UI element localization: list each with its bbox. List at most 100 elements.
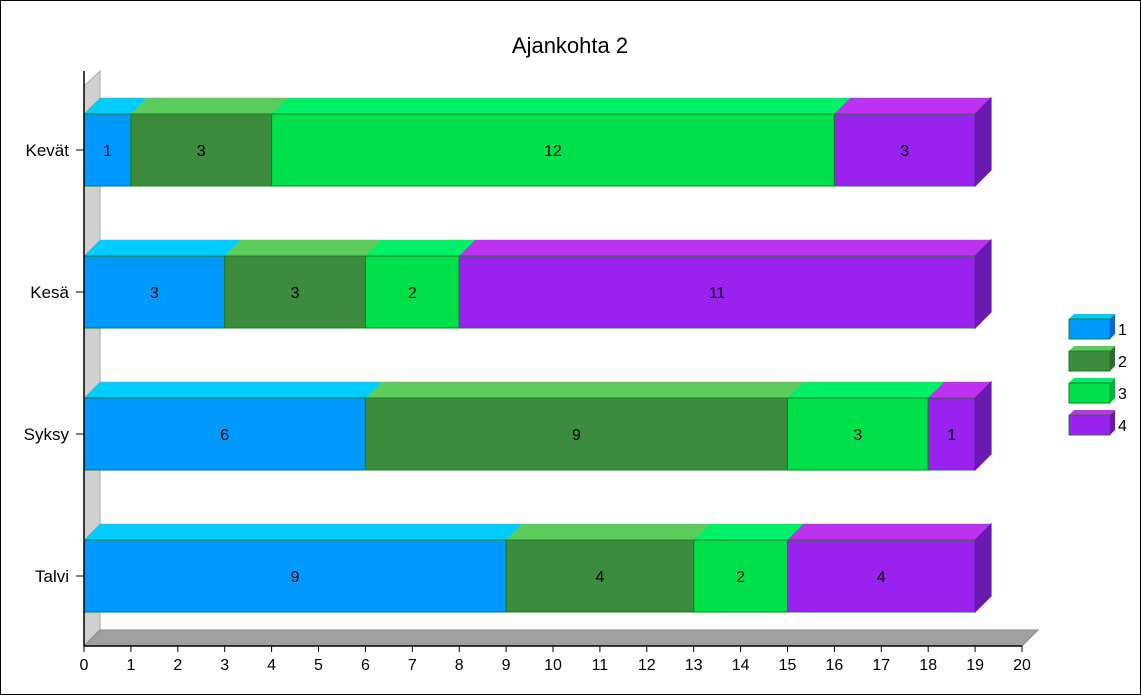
bar-segment-Kevät-series-3: 12 xyxy=(270,97,852,187)
category-tick-label: Syksy xyxy=(24,425,70,444)
bar-value-label: 1 xyxy=(947,427,956,444)
bar-value-label: 3 xyxy=(900,143,909,160)
legend-swatch-top xyxy=(1069,378,1115,383)
x-tick-label: 17 xyxy=(872,657,890,674)
legend-swatch-top xyxy=(1069,314,1115,319)
x-tick-label: 3 xyxy=(220,657,229,674)
bar-front-face xyxy=(787,539,976,613)
x-tick-label: 5 xyxy=(314,657,323,674)
bar-side-face-Kesä xyxy=(974,238,992,330)
bar-top-face xyxy=(786,523,992,541)
bars: 1 3 12 3 3 3 2 11 6 9 3 1 9 4 2 4 xyxy=(83,96,992,614)
legend-swatch-side xyxy=(1110,314,1115,339)
bar-front-face xyxy=(693,539,789,613)
bar-top-face xyxy=(130,97,289,115)
bar-value-label: 9 xyxy=(291,569,300,586)
bar-segment-Talvi-series-1: 9 xyxy=(83,523,523,613)
bar-value-label: 11 xyxy=(709,285,726,302)
x-tick-label: 6 xyxy=(361,657,370,674)
bar-value-label: 6 xyxy=(220,427,229,444)
legend-label: 4 xyxy=(1118,418,1127,435)
bar-segment-Kesä-series-3: 2 xyxy=(364,239,476,329)
bar-top-face xyxy=(786,381,945,399)
x-tick-label: 1 xyxy=(126,657,135,674)
bar-segment-Kevät-series-2: 3 xyxy=(130,97,289,187)
bar-side-face-Talvi xyxy=(974,522,992,614)
legend-swatch-side xyxy=(1110,346,1115,371)
category-tick-label: Kevät xyxy=(26,141,70,160)
legend-swatch xyxy=(1068,382,1111,404)
legend-swatch-side xyxy=(1110,378,1115,403)
bar-front-face xyxy=(364,397,788,471)
bar-front-face xyxy=(364,255,460,329)
bar-segment-Talvi-series-4: 4 xyxy=(786,523,992,613)
x-tick-label: 11 xyxy=(592,657,609,674)
bar-front-face xyxy=(787,397,929,471)
x-tick-label: 12 xyxy=(638,657,656,674)
bar-top-face xyxy=(505,523,711,541)
bar-value-label: 1 xyxy=(103,143,112,160)
bar-top-face xyxy=(83,381,383,399)
bar-side-face-Kevät xyxy=(974,96,992,188)
bar-segment-Kesä-series-1: 3 xyxy=(83,239,242,329)
legend-swatch xyxy=(1068,414,1111,436)
category-tick-label: Kesä xyxy=(30,283,69,302)
bar-front-face xyxy=(83,539,507,613)
bar-top-face xyxy=(833,97,992,115)
bar-value-label: 3 xyxy=(853,427,862,444)
bar-top-face xyxy=(270,97,852,115)
chart-floor-plane xyxy=(82,629,1040,647)
chart-title: Ajankohta 2 xyxy=(512,33,628,58)
bar-segment-Syksy-series-1: 6 xyxy=(83,381,383,471)
bar-value-label: 4 xyxy=(595,569,604,586)
legend-swatch xyxy=(1068,318,1111,340)
bar-front-face xyxy=(271,113,835,187)
x-tick-label: 15 xyxy=(779,657,797,674)
legend-item-series-4: 4 xyxy=(1068,410,1127,436)
x-tick-label: 7 xyxy=(408,657,417,674)
bar-value-label: 3 xyxy=(150,285,159,302)
bar-value-label: 2 xyxy=(408,285,417,302)
legend-swatch-top xyxy=(1069,410,1115,415)
x-tick-label: 20 xyxy=(1013,657,1031,674)
x-tick-label: 14 xyxy=(732,657,750,674)
bar-front-face xyxy=(927,397,976,471)
x-tick-label: 18 xyxy=(919,657,937,674)
legend-label: 3 xyxy=(1118,386,1127,403)
bar-value-label: 9 xyxy=(572,427,581,444)
bar-front-face xyxy=(833,113,976,187)
bar-top-face xyxy=(458,239,992,257)
x-tick-label: 13 xyxy=(685,657,703,674)
x-tick-label: 9 xyxy=(502,657,511,674)
legend-swatch-side xyxy=(1110,410,1115,435)
bar-segment-Syksy-series-3: 3 xyxy=(786,381,945,471)
bar-front-face xyxy=(83,397,366,471)
bar-top-face xyxy=(224,239,383,257)
bar-top-face xyxy=(693,523,805,541)
bar-top-face xyxy=(83,523,523,541)
x-tick-label: 19 xyxy=(966,657,984,674)
bar-segment-Kevät-series-4: 3 xyxy=(833,97,992,187)
bar-segment-Talvi-series-3: 2 xyxy=(693,523,805,613)
category-tick-label: Talvi xyxy=(35,567,69,586)
bar-front-face xyxy=(458,255,976,329)
x-tick-label: 16 xyxy=(826,657,844,674)
bar-front-face xyxy=(130,113,273,187)
bar-top-face xyxy=(364,381,805,399)
legend-label: 2 xyxy=(1118,354,1127,371)
x-tick-label: 8 xyxy=(455,657,464,674)
legend-swatch-top xyxy=(1069,346,1115,351)
bar-side-face-Syksy xyxy=(974,380,992,472)
x-tick-label: 2 xyxy=(173,657,182,674)
legend-item-series-1: 1 xyxy=(1068,314,1127,340)
bar-value-label: 2 xyxy=(736,569,745,586)
bar-segment-Kesä-series-2: 3 xyxy=(224,239,383,329)
x-tick-label: 10 xyxy=(544,657,562,674)
legend-swatch xyxy=(1068,350,1111,372)
bar-segment-Kesä-series-4: 11 xyxy=(458,239,992,329)
bar-value-label: 3 xyxy=(197,143,206,160)
bar-segment-Syksy-series-2: 9 xyxy=(364,381,805,471)
legend-item-series-2: 2 xyxy=(1068,346,1127,372)
